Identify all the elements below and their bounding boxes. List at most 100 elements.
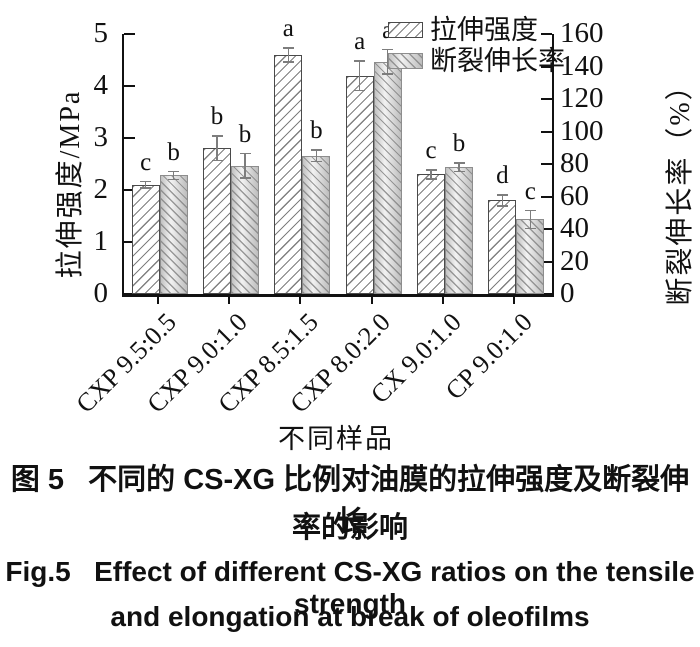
significance-letter: b	[167, 138, 180, 166]
error-bar-cap-top	[310, 149, 322, 151]
caption-chinese-line1: 图 5 不同的 CS-XG 比例对油膜的拉伸强度及断裂伸长	[10, 464, 690, 538]
left-axis-tick	[124, 33, 135, 35]
x-axis-tick	[442, 297, 444, 304]
right-axis-tick	[541, 195, 552, 198]
error-bar-cap-top	[282, 47, 294, 49]
error-bar-cap-top	[239, 152, 251, 155]
error-bar-cap-top	[524, 209, 536, 211]
chart-legend: 拉伸强度 断裂伸长率	[388, 14, 565, 76]
left-axis-tick	[124, 293, 135, 295]
error-bar	[501, 194, 504, 207]
error-bar-cap-bottom	[239, 177, 251, 179]
left-axis-tick	[124, 189, 135, 191]
error-bar	[244, 152, 246, 179]
error-bar-cap-bottom	[140, 187, 152, 189]
bar-elongation	[373, 61, 402, 294]
significance-letter: a	[282, 15, 294, 42]
x-axis-tick	[228, 297, 230, 304]
right-axis-tick-label: 140	[560, 49, 604, 82]
error-bar-cap-bottom	[282, 61, 294, 63]
error-bar-cap-top	[453, 162, 465, 164]
legend-swatch-tensile-icon	[388, 21, 423, 38]
significance-letter: a	[354, 28, 366, 55]
significance-letter: c	[524, 177, 536, 205]
error-bar	[216, 135, 218, 162]
caption-english-line2: and elongation at break of oleofilms	[110, 601, 590, 632]
error-bar	[172, 170, 175, 181]
left-axis-tick-label: 0	[93, 277, 109, 309]
error-bar	[287, 47, 290, 63]
right-axis-tick	[541, 260, 552, 263]
legend-label-tensile: 拉伸强度	[430, 14, 538, 45]
x-axis-tick	[299, 297, 302, 304]
error-bar-cap-bottom	[310, 160, 322, 163]
error-bar	[386, 48, 389, 75]
right-axis-tick	[541, 163, 552, 165]
right-axis-tick-label: 160	[560, 17, 604, 49]
bar-elongation	[302, 155, 331, 294]
error-bar	[315, 149, 318, 163]
error-bar-cap-bottom	[425, 178, 437, 180]
error-bar-cap-top	[496, 194, 508, 196]
right-axis-tick-label: 80	[560, 147, 589, 179]
right-axis-tick-label: 120	[560, 82, 604, 114]
error-bar-cap-top	[211, 135, 223, 137]
error-bar-cap-bottom	[211, 159, 223, 162]
right-axis-tick-label: 20	[560, 244, 589, 277]
left-axis-tick-label: 4	[93, 69, 109, 101]
right-y-axis-title: 断裂伸长率（%）	[665, 70, 696, 306]
significance-letter: b	[452, 130, 466, 158]
error-bar-cap-bottom	[168, 178, 180, 181]
legend-label-elongation: 断裂伸长率	[430, 45, 565, 76]
bar-tensile	[488, 200, 517, 294]
left-axis-tick-label: 3	[93, 121, 109, 153]
x-axis-tick	[370, 297, 373, 304]
error-bar-cap-bottom	[453, 170, 465, 173]
error-bar-cap-bottom	[496, 205, 508, 207]
left-axis-tick-label: 5	[93, 17, 109, 49]
right-axis-tick	[541, 98, 552, 100]
left-axis-tick	[124, 137, 135, 139]
bar-tensile	[203, 148, 231, 294]
right-axis-tick-label: 100	[560, 114, 604, 147]
significance-letter: b	[210, 103, 224, 131]
error-bar-cap-top	[140, 180, 152, 183]
error-bar-cap-bottom	[382, 73, 394, 75]
caption-english-line1: Fig.5 Effect of different CS-XG ratios o…	[5, 556, 695, 619]
error-bar-cap-top	[382, 48, 394, 51]
plot-area: cbbbabaacbdc	[122, 16, 554, 297]
x-axis-tick	[513, 297, 516, 304]
legend-item-elongation: 断裂伸长率	[388, 45, 565, 76]
bar-tensile	[345, 75, 374, 294]
legend-item-tensile: 拉伸强度	[388, 14, 565, 45]
error-bar-cap-top	[354, 60, 366, 62]
error-bar	[430, 169, 432, 180]
significance-letter: d	[496, 162, 509, 190]
error-bar	[458, 162, 460, 173]
legend-swatch-elongation-icon	[388, 52, 423, 69]
right-axis-tick	[541, 33, 552, 35]
caption-chinese-line2: 率的影响	[291, 512, 408, 544]
significance-letter: a	[368, 17, 408, 44]
error-bar-cap-bottom	[524, 227, 536, 229]
right-axis-tick	[541, 65, 552, 68]
bar-elongation	[231, 165, 259, 294]
error-bar	[358, 60, 361, 92]
left-axis-tick	[124, 85, 135, 87]
significance-letter: c	[140, 148, 152, 176]
significance-letter: b	[238, 120, 252, 148]
bar-elongation	[445, 167, 473, 294]
bar-tensile	[131, 184, 160, 294]
bar-tensile	[417, 174, 445, 294]
bar-tensile	[274, 54, 303, 294]
error-bar	[529, 209, 532, 229]
x-axis-tick	[156, 297, 159, 304]
left-axis-tick-label: 2	[93, 173, 109, 205]
right-axis-tick-label: 40	[560, 212, 589, 244]
error-bar-cap-top	[168, 170, 180, 172]
right-axis-tick	[541, 130, 552, 133]
error-bar-cap-top	[425, 169, 437, 171]
bar-elongation	[516, 219, 545, 294]
right-axis-tick-label: 60	[560, 179, 589, 212]
